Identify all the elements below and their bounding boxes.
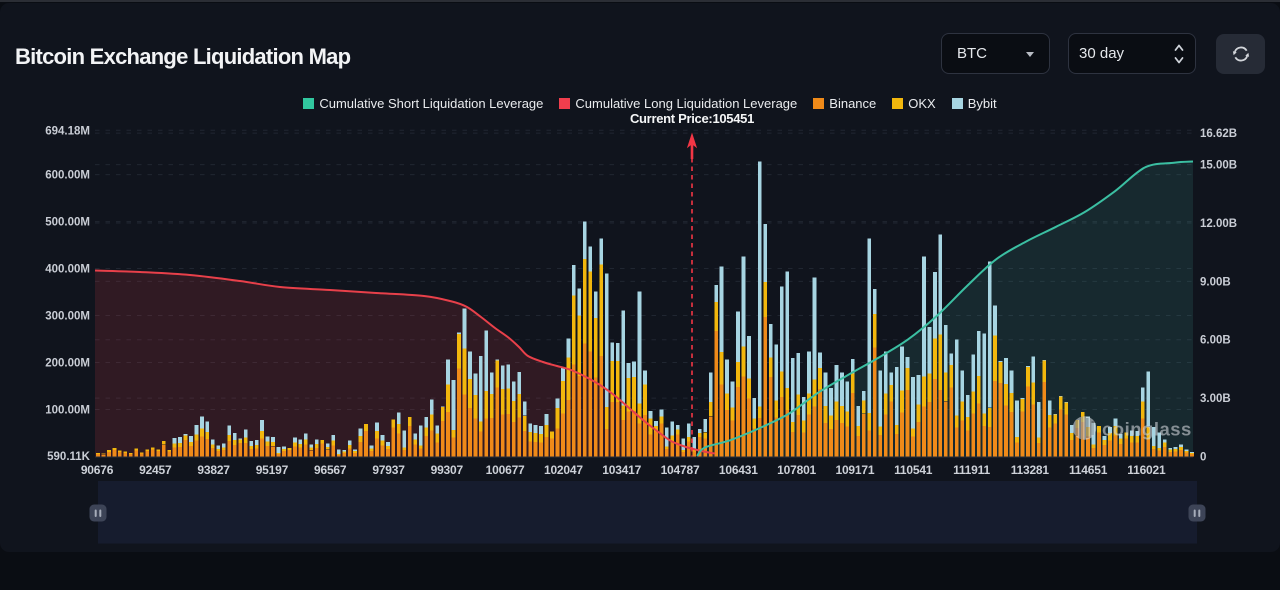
svg-text:300.00M: 300.00M (45, 311, 90, 323)
svg-text:694.18M: 694.18M (45, 125, 90, 137)
svg-text:coinglass: coinglass (1102, 419, 1192, 440)
svg-text:15.00B: 15.00B (1200, 160, 1237, 172)
svg-text:110541: 110541 (894, 463, 933, 477)
svg-text:590.11K: 590.11K (47, 451, 91, 463)
svg-text:500.00M: 500.00M (45, 217, 90, 229)
svg-text:16.62B: 16.62B (1200, 128, 1237, 140)
svg-text:3.00B: 3.00B (1200, 393, 1231, 405)
svg-text:99307: 99307 (431, 463, 464, 477)
svg-text:114651: 114651 (1069, 463, 1108, 477)
svg-text:102047: 102047 (544, 463, 583, 477)
svg-text:96567: 96567 (314, 463, 347, 477)
svg-text:200.00M: 200.00M (45, 358, 90, 370)
svg-text:90676: 90676 (81, 463, 114, 477)
svg-text:111911: 111911 (953, 463, 990, 477)
svg-text:116021: 116021 (1127, 463, 1166, 477)
svg-text:93827: 93827 (197, 463, 230, 477)
svg-text:106431: 106431 (719, 463, 758, 477)
svg-text:113281: 113281 (1011, 463, 1050, 477)
svg-text:600.00M: 600.00M (45, 170, 90, 182)
svg-text:100.00M: 100.00M (45, 405, 90, 417)
svg-text:107801: 107801 (777, 463, 816, 477)
svg-text:12.00B: 12.00B (1200, 218, 1237, 230)
svg-text:104787: 104787 (661, 463, 700, 477)
svg-text:109171: 109171 (835, 463, 874, 477)
svg-text:0: 0 (1200, 452, 1206, 464)
svg-text:100677: 100677 (486, 463, 525, 477)
svg-text:95197: 95197 (256, 463, 289, 477)
svg-text:103417: 103417 (602, 463, 641, 477)
svg-text:400.00M: 400.00M (45, 264, 90, 276)
svg-text:9.00B: 9.00B (1200, 276, 1231, 288)
svg-text:92457: 92457 (139, 463, 172, 477)
svg-text:97937: 97937 (372, 463, 405, 477)
svg-text:6.00B: 6.00B (1200, 335, 1231, 347)
